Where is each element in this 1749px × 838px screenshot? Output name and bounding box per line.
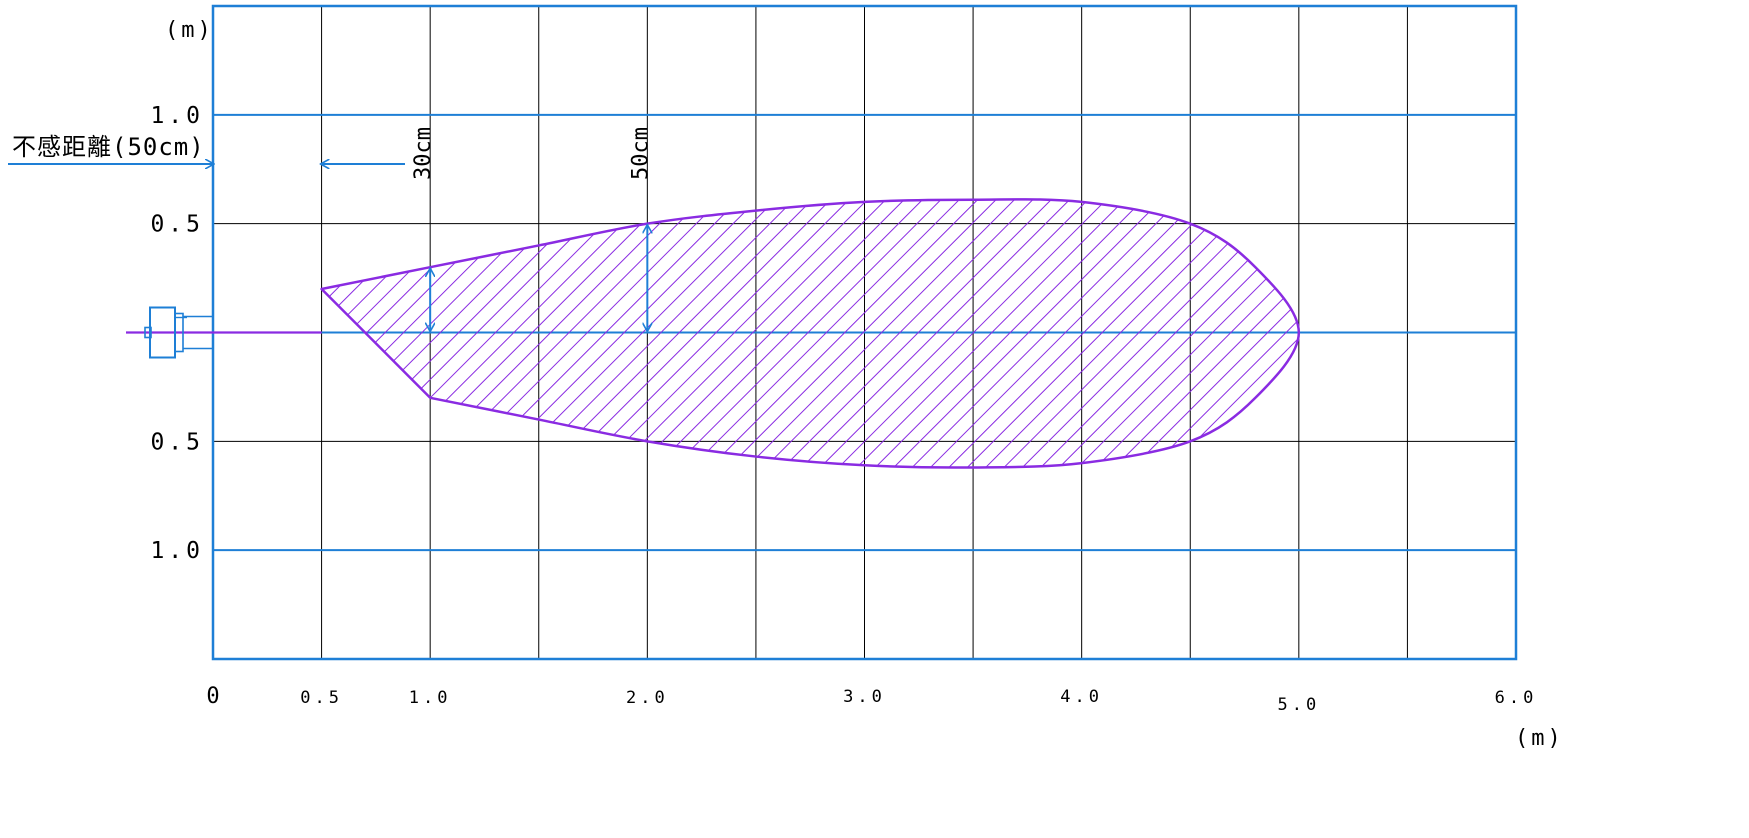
x-tick-label: 1.0 xyxy=(409,688,452,708)
x-tick-label: 0.5 xyxy=(300,688,343,708)
detection-area xyxy=(320,198,1301,469)
y-tick-label: 0.5 xyxy=(150,212,204,238)
detection-area-layer xyxy=(320,198,1301,469)
y-tick-label: 1.0 xyxy=(150,103,204,129)
annotations: 不感距離(50cm) 30cm 50cm xyxy=(8,127,653,330)
width-label: 30cm xyxy=(411,127,436,180)
dead-zone-label: 不感距離(50cm) xyxy=(12,133,205,161)
y-axis-unit: (m) xyxy=(165,18,214,43)
x-tick-label: 3.0 xyxy=(843,687,886,707)
y-tick-label: 0.5 xyxy=(150,429,204,455)
x-tick-label: 6.0 xyxy=(1495,688,1538,708)
sensor-nut xyxy=(174,312,184,353)
x-tick-label: 0 xyxy=(206,684,219,709)
x-axis-unit: (m) xyxy=(1515,726,1564,751)
x-tick-label: 5.0 xyxy=(1277,695,1320,715)
sensor-connector xyxy=(144,326,152,339)
x-tick-label: 2.0 xyxy=(626,688,669,708)
y-tick-label: 1.0 xyxy=(150,538,204,564)
tick-labels: 0 0.5 1.0 2.0 3.0 4.0 5.0 6.0 1.0 0.5 0.5 1.0 (m) (m) xyxy=(150,18,1564,751)
x-tick-label: 4.0 xyxy=(1060,687,1103,707)
sensor-icon xyxy=(144,306,213,359)
width-label: 50cm xyxy=(628,127,653,180)
